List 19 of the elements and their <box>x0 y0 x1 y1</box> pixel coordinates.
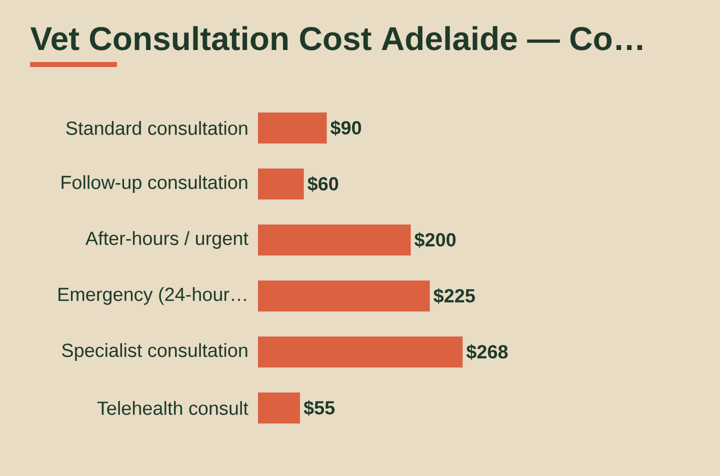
y-tick-label: Standard consultation <box>66 121 248 135</box>
bar <box>258 168 304 200</box>
data-label: $268 <box>466 344 508 360</box>
data-label: $200 <box>414 232 456 248</box>
y-tick-label: After-hours / urgent <box>85 231 248 249</box>
bar <box>258 112 327 144</box>
y-tick-label: Specialist consultation <box>62 343 248 361</box>
bar <box>258 224 411 256</box>
data-label: $55 <box>304 400 335 416</box>
data-label: $90 <box>330 120 362 136</box>
y-tick-label: Telehealth consult <box>97 401 248 415</box>
data-label: $60 <box>308 176 338 192</box>
bar <box>258 392 300 424</box>
y-tick-label: Emergency (24-hour… <box>58 287 246 305</box>
bar <box>258 336 463 368</box>
chart-title: Vet Consultation Cost Adelaide — Co… <box>30 26 642 50</box>
y-tick-label: Follow-up consultation <box>62 175 248 193</box>
bar <box>258 280 430 312</box>
data-label: $225 <box>434 288 475 304</box>
